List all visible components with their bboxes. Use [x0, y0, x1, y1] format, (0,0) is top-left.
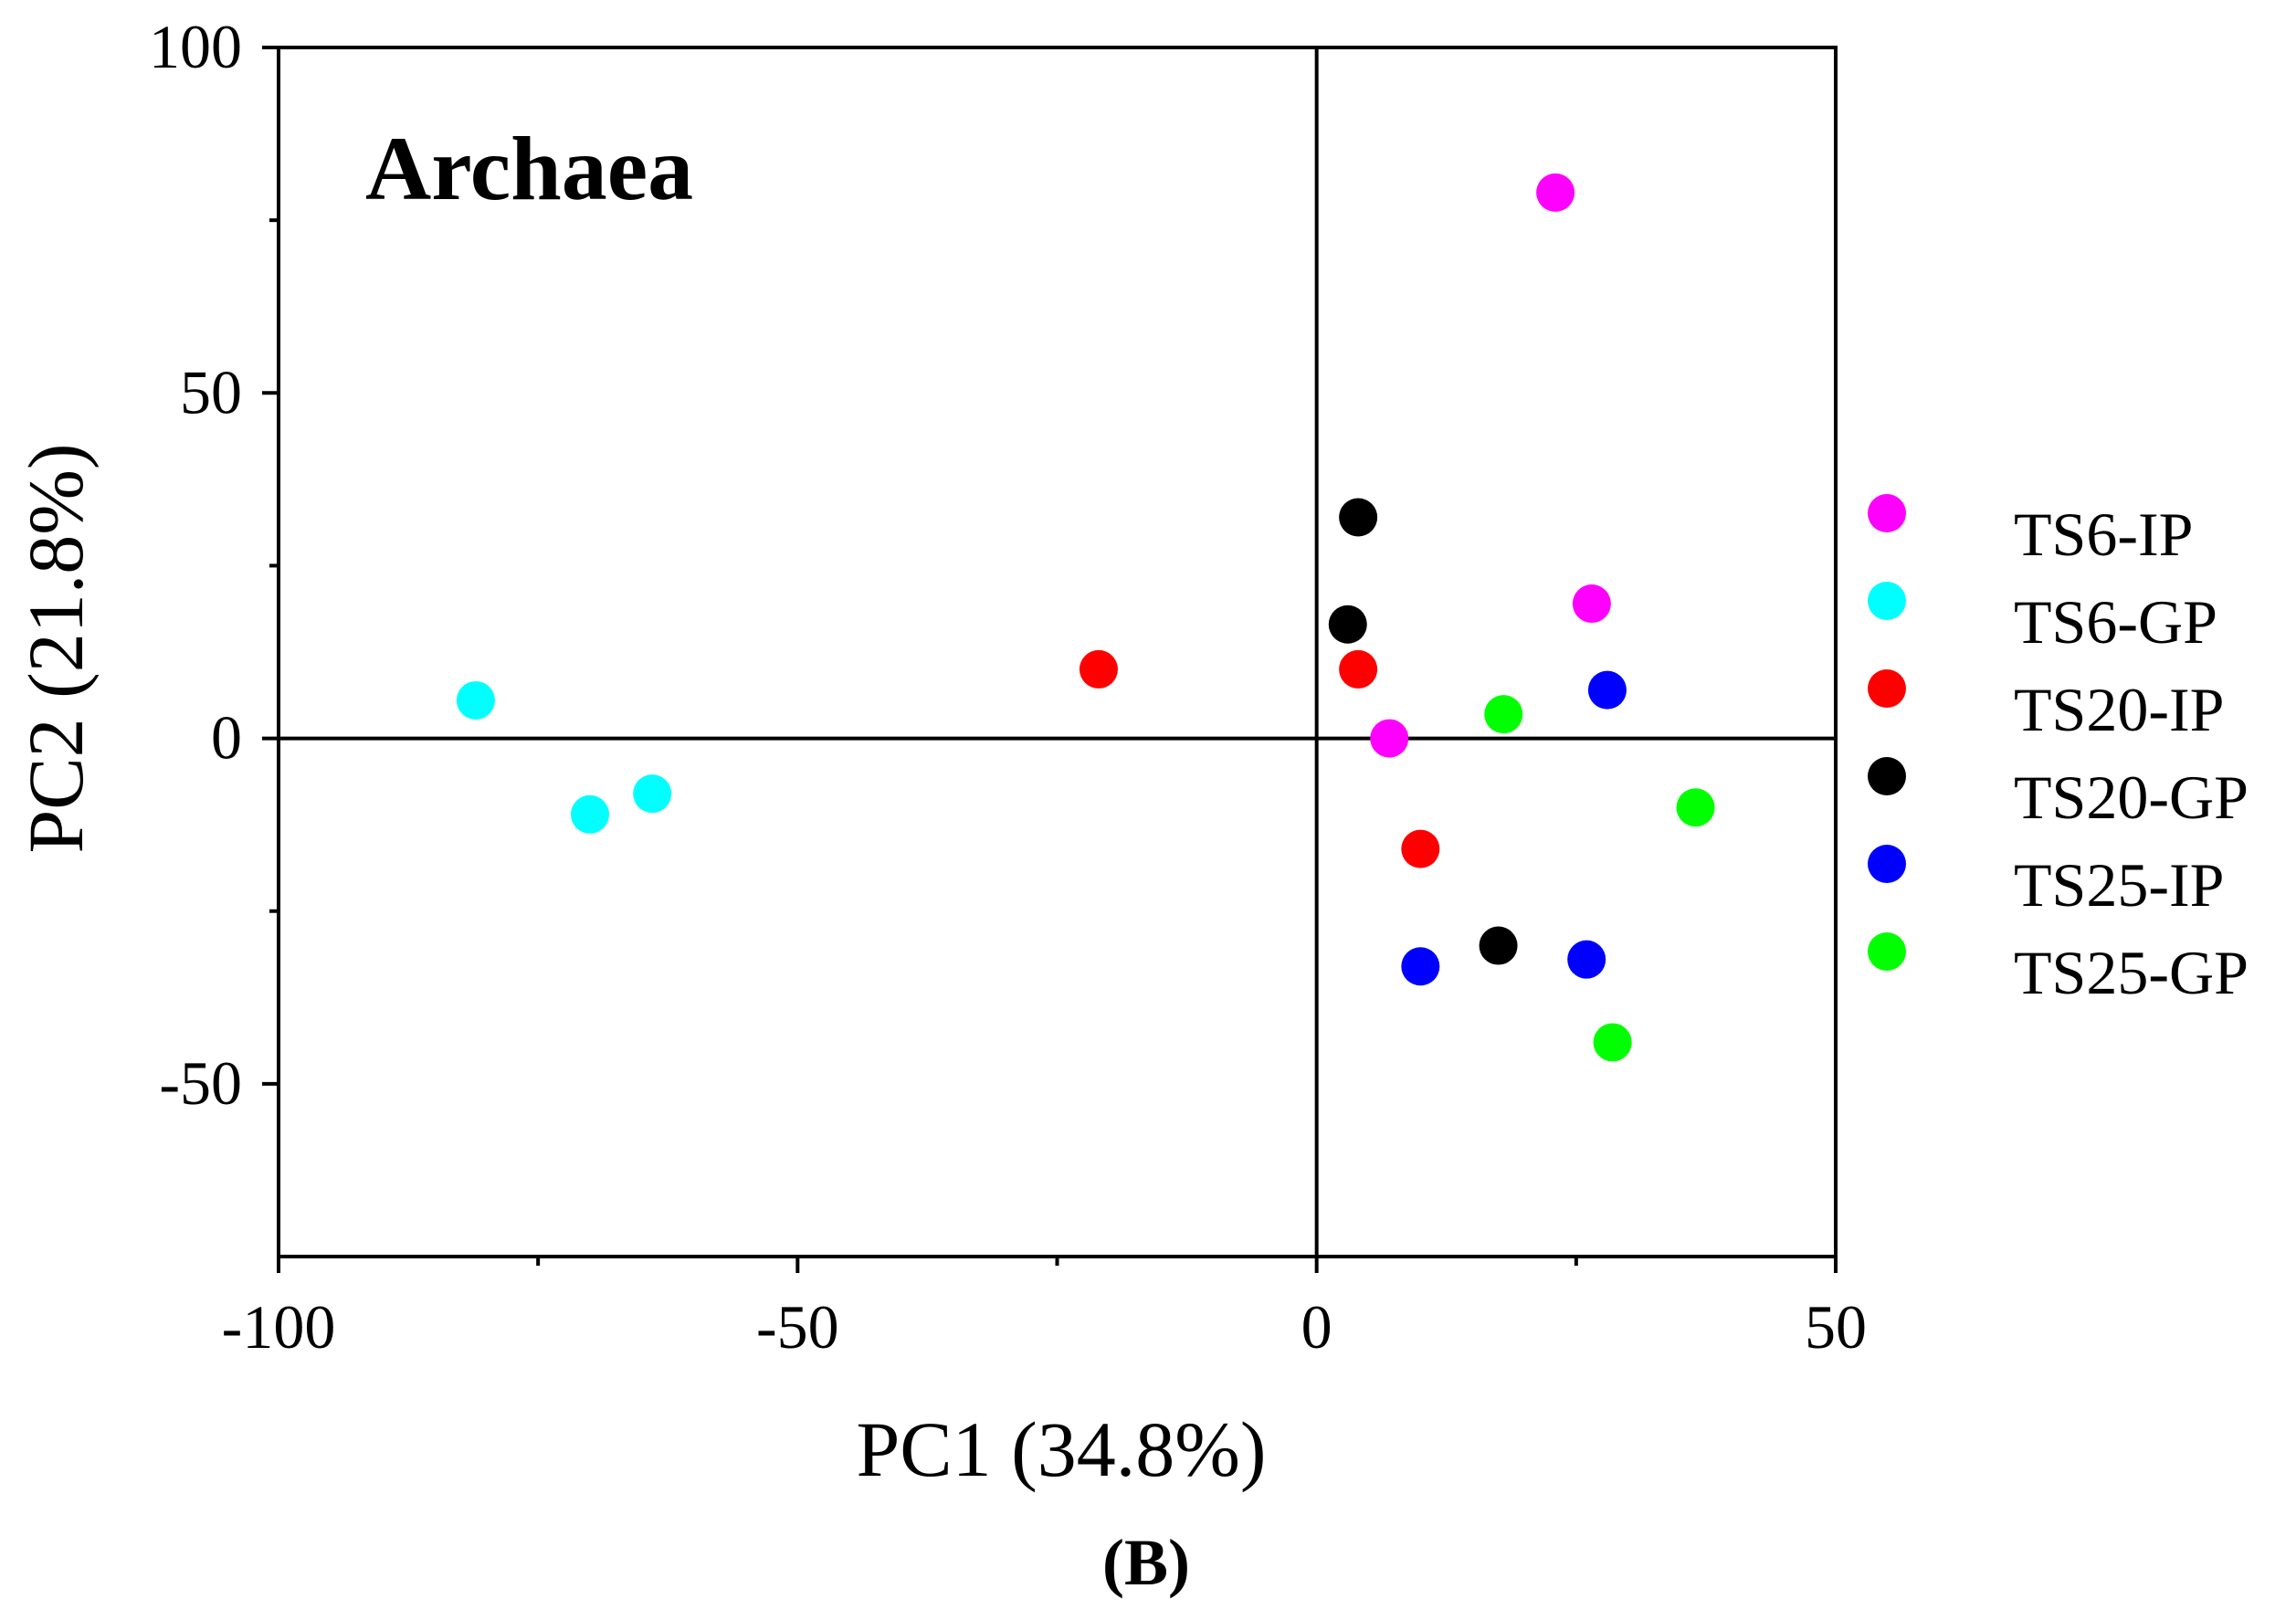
- x-tick-label: 50: [1805, 1292, 1867, 1362]
- x-axis-label: PC1 (34.8%): [856, 1405, 1266, 1493]
- data-points: [456, 173, 1715, 1062]
- y-axis-ticks: -50 0 50 100: [149, 12, 279, 1118]
- data-point: [1587, 670, 1627, 710]
- x-tick-label: -100: [222, 1292, 336, 1362]
- legend-marker: [1868, 757, 1906, 795]
- data-point: [1339, 498, 1378, 537]
- data-point: [1536, 173, 1575, 212]
- plot-frame-rect: [277, 46, 1838, 1258]
- data-point: [1328, 605, 1367, 644]
- data-point: [1370, 719, 1409, 758]
- legend: TS6-IP TS6-GP TS20-IP TS20-GP TS25-IP TS25-GP: [1868, 494, 2249, 1007]
- legend-label: TS25-IP: [2014, 850, 2224, 920]
- data-point: [1401, 829, 1440, 868]
- panel-label: (B): [1102, 1526, 1190, 1599]
- reference-lines: [279, 47, 1836, 1257]
- x-tick-label: 0: [1301, 1292, 1332, 1362]
- legend-marker: [1868, 494, 1906, 532]
- legend-label: TS20-IP: [2014, 675, 2224, 744]
- x-tick-label: -50: [756, 1292, 839, 1362]
- y-tick-label: 100: [149, 12, 242, 81]
- data-point: [1079, 649, 1118, 689]
- data-point: [1593, 1023, 1632, 1062]
- data-point: [1339, 649, 1378, 689]
- legend-label: TS6-GP: [2014, 587, 2217, 657]
- legend-marker: [1868, 845, 1906, 883]
- data-point: [1484, 695, 1523, 734]
- y-axis-label: PC2 (21.8%): [12, 443, 100, 853]
- x-axis-ticks: -100 -50 0 50: [222, 1257, 1867, 1362]
- data-point: [633, 774, 672, 814]
- data-point: [1401, 947, 1440, 986]
- legend-marker: [1868, 932, 1906, 971]
- legend-label: TS6-IP: [2014, 500, 2193, 569]
- legend-label: TS20-GP: [2014, 763, 2249, 832]
- y-tick-label: 50: [180, 357, 242, 426]
- data-point: [456, 680, 495, 720]
- plot-title: Archaea: [365, 118, 693, 219]
- y-tick-label: -50: [159, 1048, 242, 1118]
- legend-marker: [1868, 582, 1906, 620]
- data-point: [1676, 788, 1715, 827]
- legend-label: TS25-GP: [2014, 938, 2249, 1007]
- data-point: [1567, 940, 1606, 979]
- data-point: [1572, 584, 1611, 624]
- data-point: [571, 794, 609, 834]
- plot-frame: [277, 46, 1838, 1258]
- data-point: [1479, 926, 1518, 965]
- legend-marker: [1868, 669, 1906, 708]
- y-tick-label: 0: [211, 703, 242, 773]
